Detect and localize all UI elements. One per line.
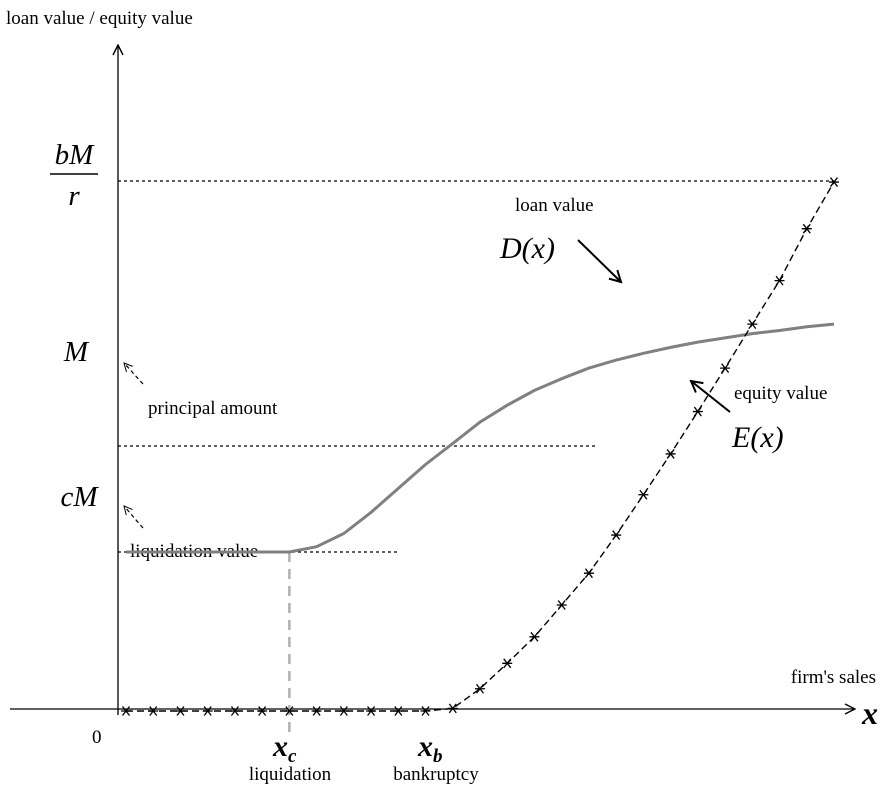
equity-point-marker-10 <box>393 706 404 716</box>
loan-value-label: loan value <box>515 195 594 216</box>
equity-value-curve <box>126 181 835 712</box>
xc-marker-label: xc <box>272 730 297 767</box>
equity-value-markers <box>121 177 839 716</box>
equity-point-marker-5 <box>257 706 268 716</box>
equity-point-marker-24 <box>774 275 785 286</box>
equity-point-marker-18 <box>611 530 622 540</box>
level-label-r-denominator: r <box>68 180 80 212</box>
equity-point-marker-15 <box>529 631 540 642</box>
equity-point-marker-3 <box>202 706 213 716</box>
equity-value-arrow <box>691 381 731 413</box>
y-axis-title: loan value / equity value <box>6 8 193 29</box>
equity-point-marker-12 <box>447 703 458 714</box>
xb-caption: bankruptcy <box>393 764 479 785</box>
loan-value-formula: D(x) <box>499 232 555 265</box>
equity-point-marker-13 <box>475 683 485 694</box>
equity-point-marker-6 <box>284 706 295 716</box>
liquidation-value-pointer <box>124 506 144 529</box>
equity-value-label: equity value <box>734 383 827 404</box>
equity-point-marker-20 <box>665 449 676 459</box>
loan-value-curve <box>126 322 835 554</box>
xb-marker-label: xb <box>417 730 443 767</box>
equity-point-marker-7 <box>311 706 322 716</box>
equity-point-marker-9 <box>366 706 377 716</box>
origin-label: 0 <box>92 727 102 748</box>
xc-caption: liquidation <box>249 764 332 785</box>
level-label-cM: cM <box>60 481 99 513</box>
equity-point-marker-25 <box>801 223 812 234</box>
equity-point-marker-22 <box>720 363 731 373</box>
equity-point-marker-26 <box>829 177 839 187</box>
principal-amount-annotation: principal amount <box>148 398 278 419</box>
equity-point-marker-17 <box>583 568 594 579</box>
equity-point-marker-2 <box>175 706 186 716</box>
level-label-bM-numerator: bM <box>55 139 96 171</box>
equity-point-marker-0 <box>121 706 131 716</box>
equity-value-formula: E(x) <box>731 421 784 454</box>
equity-point-marker-16 <box>556 600 567 610</box>
equity-point-marker-21 <box>692 406 703 417</box>
equity-point-marker-19 <box>638 489 649 500</box>
x-axis-title: firm's sales <box>791 667 876 688</box>
equity-point-marker-4 <box>229 706 240 716</box>
principal-amount-pointer <box>124 363 144 385</box>
level-label-M: M <box>63 336 90 368</box>
equity-point-marker-23 <box>747 319 758 329</box>
equity-point-marker-14 <box>502 658 513 669</box>
equity-point-marker-1 <box>148 706 159 716</box>
loan-value-arrow <box>577 239 621 282</box>
equity-point-marker-8 <box>338 706 349 716</box>
equity-point-marker-11 <box>420 706 431 716</box>
x-axis-symbol: x <box>861 695 878 731</box>
